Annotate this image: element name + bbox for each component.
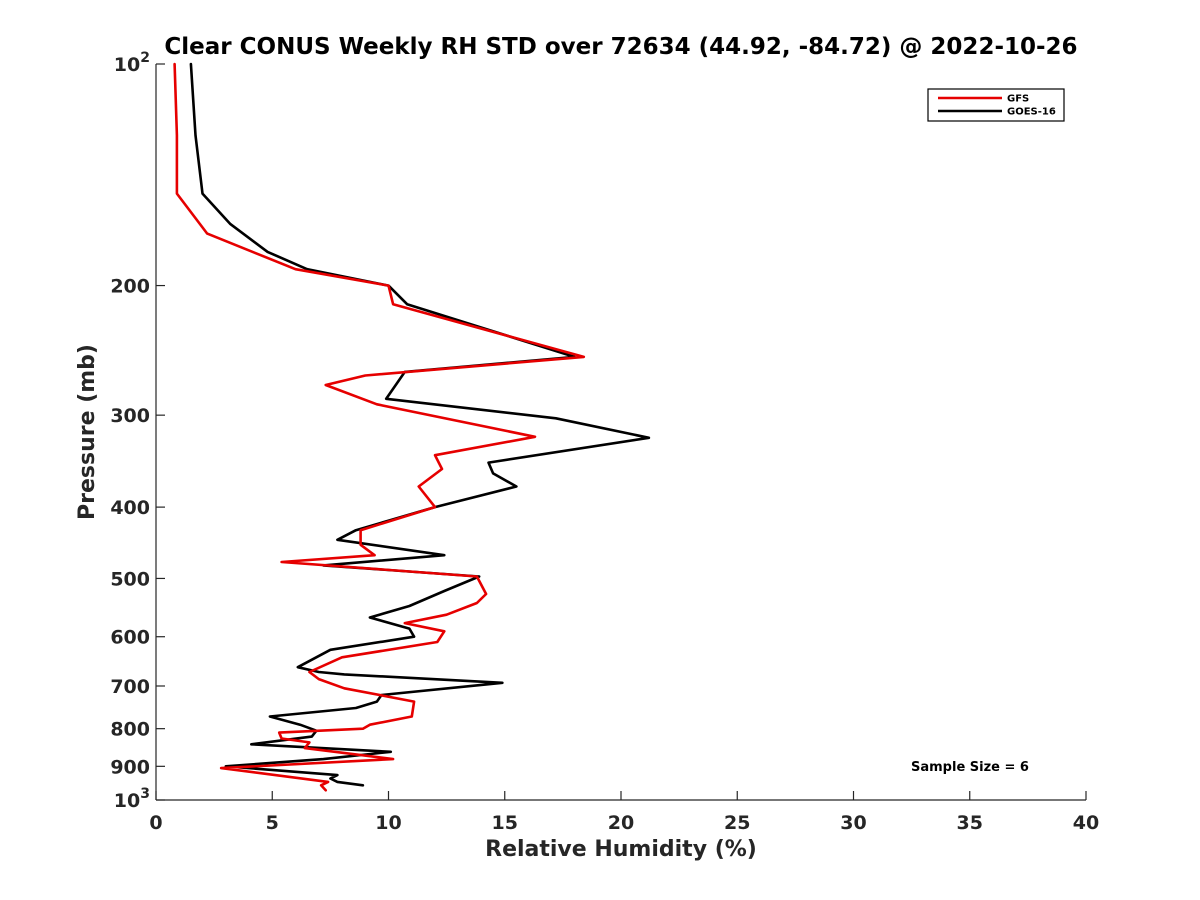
y-tick-label: 200 xyxy=(110,276,150,298)
x-tick-label: 40 xyxy=(1073,812,1099,834)
series-line-gfs xyxy=(173,62,586,792)
y-tick-label: 400 xyxy=(110,497,150,519)
y-tick-label: 600 xyxy=(110,627,150,649)
y-tick-label: 103 xyxy=(114,786,150,812)
x-ticks: 0 5 10 15 20 25 30 35 40 xyxy=(149,791,1099,834)
x-tick-label: 35 xyxy=(957,812,983,834)
x-tick-label: 10 xyxy=(375,812,401,834)
x-tick-label: 0 xyxy=(149,812,162,834)
y-tick-label: 500 xyxy=(110,568,150,590)
sample-size-annotation: Sample Size = 6 xyxy=(911,760,1029,775)
x-tick-label: 5 xyxy=(266,812,279,834)
y-axis-label: Pressure (mb) xyxy=(75,344,100,520)
y-ticks: 102 200 300 400 500 600 700 800 900 103 xyxy=(110,50,165,812)
y-tick-label: 102 xyxy=(114,50,150,76)
x-tick-label: 30 xyxy=(840,812,866,834)
legend-box xyxy=(927,88,1065,122)
legend: GFS GOES-16 xyxy=(927,88,1065,122)
x-tick-label: 25 xyxy=(724,812,750,834)
x-tick-label: 20 xyxy=(608,812,634,834)
y-tick-label: 800 xyxy=(110,719,150,741)
series-group xyxy=(173,62,651,792)
chart-title: Clear CONUS Weekly RH STD over 72634 (44… xyxy=(164,34,1077,60)
x-axis-label: Relative Humidity (%) xyxy=(485,837,757,862)
y-tick-label: 300 xyxy=(110,405,150,427)
y-tick-label: 900 xyxy=(110,756,150,778)
legend-label-gfs: GFS xyxy=(1007,94,1029,105)
y-tick-label: 700 xyxy=(110,676,150,698)
x-tick-label: 15 xyxy=(492,812,518,834)
legend-label-goes16: GOES-16 xyxy=(1007,107,1056,118)
